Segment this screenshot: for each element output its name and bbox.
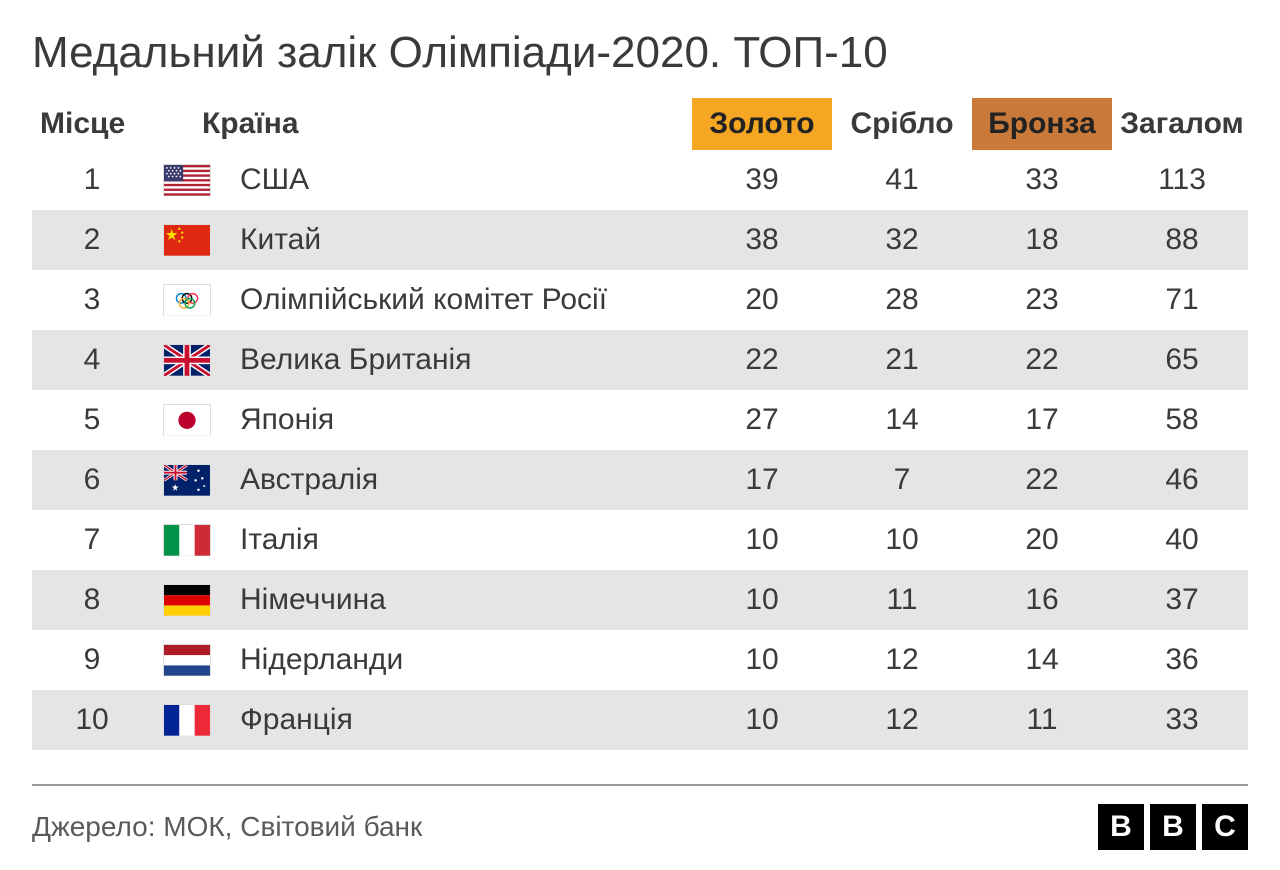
- cell-silver: 12: [832, 703, 972, 737]
- cell-rank: 1: [32, 163, 152, 197]
- cell-total: 37: [1112, 583, 1252, 617]
- th-silver: Срібло: [832, 103, 972, 145]
- bbc-logo-letter: B: [1098, 804, 1144, 850]
- cell-gold: 10: [692, 643, 832, 677]
- table-row: 5Японія27141758: [32, 390, 1248, 450]
- cell-total: 65: [1112, 343, 1252, 377]
- cell-silver: 7: [832, 463, 972, 497]
- th-total: Загалом: [1112, 103, 1252, 145]
- cell-silver: 41: [832, 163, 972, 197]
- cell-rank: 4: [32, 343, 152, 377]
- table-row: 2Китай38321888: [32, 210, 1248, 270]
- flag-icon: [152, 284, 222, 316]
- bbc-logo: B B C: [1098, 804, 1248, 850]
- table-row: 8Німеччина10111637: [32, 570, 1248, 630]
- cell-country: США: [222, 163, 692, 197]
- cell-rank: 6: [32, 463, 152, 497]
- cell-country: Китай: [222, 223, 692, 257]
- cell-total: 46: [1112, 463, 1252, 497]
- cell-country: Італія: [222, 523, 692, 557]
- cell-country: Японія: [222, 403, 692, 437]
- cell-rank: 9: [32, 643, 152, 677]
- cell-total: 88: [1112, 223, 1252, 257]
- table-body: 1США3941331132Китай383218883Олімпійський…: [32, 150, 1248, 750]
- table-row: 9Нідерланди10121436: [32, 630, 1248, 690]
- cell-country: Олімпійський комітет Росії: [222, 283, 692, 317]
- flag-icon: [152, 464, 222, 496]
- table-row: 6Австралія1772246: [32, 450, 1248, 510]
- cell-bronze: 20: [972, 523, 1112, 557]
- cell-total: 58: [1112, 403, 1252, 437]
- flag-icon: [152, 404, 222, 436]
- cell-total: 36: [1112, 643, 1252, 677]
- medal-table: Місце Країна Золото Срібло Бронза Загало…: [32, 98, 1248, 750]
- cell-gold: 22: [692, 343, 832, 377]
- table-row: 4Велика Британія22212265: [32, 330, 1248, 390]
- th-country: Країна: [152, 103, 692, 145]
- cell-bronze: 18: [972, 223, 1112, 257]
- cell-gold: 10: [692, 703, 832, 737]
- bbc-logo-letter: C: [1202, 804, 1248, 850]
- flag-icon: [152, 584, 222, 616]
- flag-icon: [152, 164, 222, 196]
- cell-silver: 21: [832, 343, 972, 377]
- cell-bronze: 22: [972, 343, 1112, 377]
- cell-rank: 10: [32, 703, 152, 737]
- flag-icon: [152, 644, 222, 676]
- table-row: 1США394133113: [32, 150, 1248, 210]
- cell-silver: 12: [832, 643, 972, 677]
- th-gold: Золото: [692, 98, 832, 150]
- cell-bronze: 23: [972, 283, 1112, 317]
- table-row: 10Франція10121133: [32, 690, 1248, 750]
- cell-country: Нідерланди: [222, 643, 692, 677]
- cell-gold: 20: [692, 283, 832, 317]
- cell-silver: 11: [832, 583, 972, 617]
- table-row: 7Італія10102040: [32, 510, 1248, 570]
- flag-icon: [152, 344, 222, 376]
- cell-bronze: 22: [972, 463, 1112, 497]
- cell-country: Німеччина: [222, 583, 692, 617]
- cell-total: 40: [1112, 523, 1252, 557]
- cell-bronze: 33: [972, 163, 1112, 197]
- cell-country: Австралія: [222, 463, 692, 497]
- cell-total: 113: [1112, 163, 1252, 197]
- cell-rank: 3: [32, 283, 152, 317]
- table-header-row: Місце Країна Золото Срібло Бронза Загало…: [32, 98, 1248, 150]
- table-footer: Джерело: МОК, Світовий банк B B C: [32, 784, 1248, 850]
- cell-silver: 28: [832, 283, 972, 317]
- cell-total: 71: [1112, 283, 1252, 317]
- flag-icon: [152, 224, 222, 256]
- source-text: Джерело: МОК, Світовий банк: [32, 811, 422, 843]
- cell-silver: 10: [832, 523, 972, 557]
- cell-total: 33: [1112, 703, 1252, 737]
- th-bronze: Бронза: [972, 98, 1112, 150]
- cell-rank: 8: [32, 583, 152, 617]
- table-title: Медальний залік Олімпіади-2020. ТОП-10: [32, 28, 1248, 78]
- cell-silver: 14: [832, 403, 972, 437]
- cell-rank: 2: [32, 223, 152, 257]
- table-row: 3Олімпійський комітет Росії20282371: [32, 270, 1248, 330]
- cell-bronze: 14: [972, 643, 1112, 677]
- cell-country: Велика Британія: [222, 343, 692, 377]
- cell-gold: 10: [692, 523, 832, 557]
- th-place: Місце: [32, 103, 152, 145]
- cell-country: Франція: [222, 703, 692, 737]
- cell-gold: 39: [692, 163, 832, 197]
- flag-icon: [152, 704, 222, 736]
- cell-rank: 7: [32, 523, 152, 557]
- cell-bronze: 17: [972, 403, 1112, 437]
- cell-gold: 10: [692, 583, 832, 617]
- cell-gold: 38: [692, 223, 832, 257]
- cell-bronze: 16: [972, 583, 1112, 617]
- cell-bronze: 11: [972, 703, 1112, 737]
- cell-gold: 27: [692, 403, 832, 437]
- cell-silver: 32: [832, 223, 972, 257]
- cell-rank: 5: [32, 403, 152, 437]
- flag-icon: [152, 524, 222, 556]
- cell-gold: 17: [692, 463, 832, 497]
- bbc-logo-letter: B: [1150, 804, 1196, 850]
